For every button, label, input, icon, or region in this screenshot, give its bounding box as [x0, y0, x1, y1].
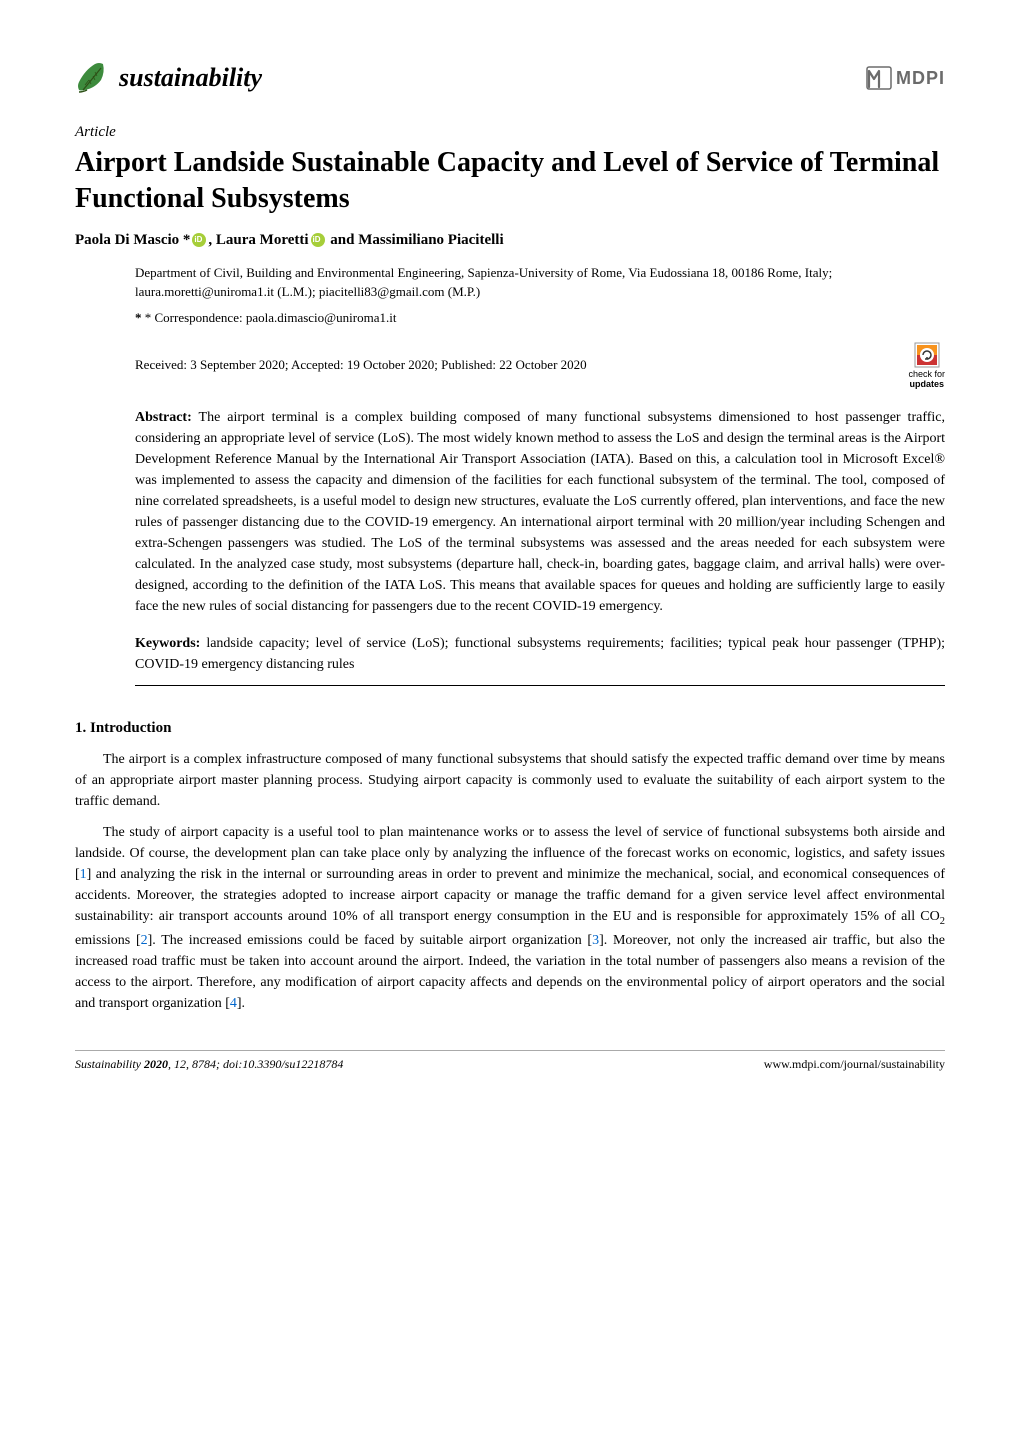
correspondence-value: * Correspondence: paola.dimascio@uniroma… — [145, 310, 397, 325]
publisher-name: MDPI — [896, 68, 945, 89]
authors-line: Paola Di Mascio *, Laura Moretti and Mas… — [75, 232, 945, 249]
abstract-text: The airport terminal is a complex buildi… — [135, 410, 945, 614]
footer-url[interactable]: www.mdpi.com/journal/sustainability — [764, 1057, 945, 1072]
abstract-label: Abstract: — [135, 410, 192, 425]
keywords-block: Keywords: landside capacity; level of se… — [75, 633, 945, 675]
article-title: Airport Landside Sustainable Capacity an… — [75, 145, 945, 218]
body-paragraph-1: The airport is a complex infrastructure … — [75, 749, 945, 812]
keywords-label: Keywords: — [135, 636, 200, 651]
publication-dates: Received: 3 September 2020; Accepted: 19… — [135, 357, 587, 373]
check-updates-icon — [913, 341, 941, 369]
article-type-label: Article — [75, 124, 945, 141]
ref-link-1[interactable]: 1 — [80, 867, 87, 882]
affiliation-block: Department of Civil, Building and Enviro… — [75, 263, 945, 328]
divider — [135, 685, 945, 686]
ref-link-3[interactable]: 3 — [592, 933, 599, 948]
footer-citation: Sustainability 2020, 12, 8784; doi:10.33… — [75, 1057, 343, 1072]
check-updates-badge[interactable]: check for updates — [908, 341, 945, 389]
publisher-logo: MDPI — [866, 65, 945, 91]
ref-link-4[interactable]: 4 — [230, 996, 237, 1011]
abstract-block: Abstract: The airport terminal is a comp… — [75, 407, 945, 617]
section-heading: 1. Introduction — [75, 720, 945, 737]
dates-row: Received: 3 September 2020; Accepted: 19… — [75, 341, 945, 389]
journal-logo: sustainability — [75, 60, 262, 96]
header-row: sustainability MDPI — [75, 60, 945, 96]
orcid-icon[interactable] — [311, 233, 325, 247]
leaf-icon — [75, 60, 111, 96]
body-paragraph-2: The study of airport capacity is a usefu… — [75, 822, 945, 1014]
correspondence-text: * * Correspondence: paola.dimascio@uniro… — [135, 308, 945, 328]
mdpi-icon — [866, 65, 892, 91]
page-container: sustainability MDPI Article Airport Land… — [0, 0, 1020, 1112]
orcid-icon[interactable] — [192, 233, 206, 247]
footer-journal: Sustainability — [75, 1057, 144, 1071]
page-footer: Sustainability 2020, 12, 8784; doi:10.33… — [75, 1050, 945, 1072]
footer-year: 2020 — [144, 1057, 168, 1071]
journal-name: sustainability — [119, 63, 262, 93]
ref-link-2[interactable]: 2 — [141, 933, 148, 948]
check-updates-label-1: check for — [908, 369, 945, 379]
keywords-text: landside capacity; level of service (LoS… — [135, 636, 945, 672]
affiliation-text: Department of Civil, Building and Enviro… — [135, 263, 945, 302]
check-updates-label-2: updates — [909, 379, 944, 389]
